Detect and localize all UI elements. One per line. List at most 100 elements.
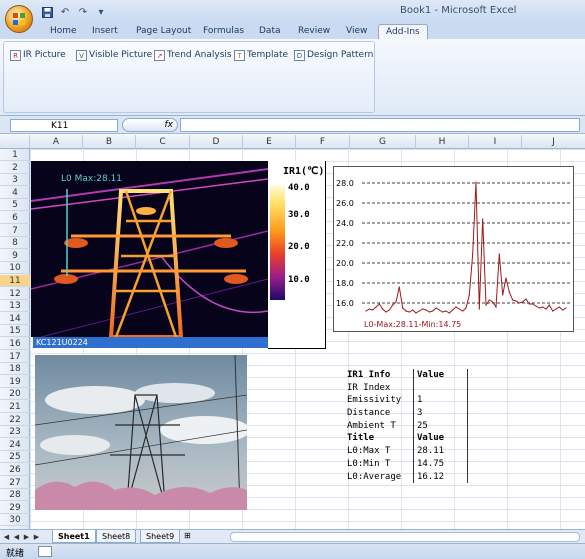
row-header[interactable]: 25 [0,451,30,464]
data-point [482,218,484,220]
row-header[interactable]: 12 [0,288,30,300]
colorbar-tick: 10.0 [288,275,310,285]
data-point [478,308,480,310]
info-value: 25 [414,419,468,433]
tab-add-ins[interactable]: Add-Ins [378,24,428,39]
row-header[interactable]: 2 [0,162,30,174]
row-header[interactable]: 11 [0,275,30,287]
tab-page-layout[interactable]: Page Layout [136,26,192,36]
row-header[interactable]: 21 [0,401,30,413]
info-key: Distance [347,407,414,420]
horizontal-scrollbar[interactable] [230,532,580,542]
sheet-tab[interactable]: Sheet8 [96,530,137,543]
row-header[interactable]: 20 [0,388,30,401]
row-header[interactable]: 4 [0,187,30,199]
row-header[interactable]: 18 [0,363,30,376]
column-header[interactable]: G [350,135,416,149]
data-point [502,294,504,296]
data-point [452,309,454,311]
data-point [475,181,477,183]
row-header[interactable]: 7 [0,225,30,237]
design-pattern-label: Design Pattern [307,50,374,60]
row-header[interactable]: 28 [0,489,30,502]
row-header[interactable]: 14 [0,313,30,325]
insert-function-button[interactable]: fx [122,118,178,132]
data-point [498,253,500,255]
tab-home[interactable]: Home [50,26,77,36]
redo-icon[interactable]: ↷ [78,6,88,18]
data-point [368,308,370,310]
tab-review[interactable]: Review [298,26,331,36]
macro-record-icon[interactable] [38,546,52,557]
undo-icon[interactable]: ↶ [60,6,70,18]
save-icon[interactable] [40,6,54,18]
next-sheet-icon[interactable]: ▶ [23,533,30,541]
row-header[interactable]: 13 [0,300,30,313]
first-sheet-icon[interactable]: ◀ [3,533,10,541]
row-header[interactable]: 24 [0,439,30,451]
column-header[interactable]: A [30,135,83,149]
row-header[interactable]: 19 [0,376,30,388]
column-header[interactable]: B [83,135,136,149]
row-header[interactable]: 30 [0,514,30,527]
design-pattern-button[interactable]: D Design Pattern [294,48,373,62]
visible-picture-button[interactable]: V Visible Picture [76,48,152,62]
trend-analysis-button[interactable]: ↗ Trend Analysis [154,48,232,62]
row-header[interactable]: 10 [0,262,30,275]
last-sheet-icon[interactable]: ▶ [33,533,40,541]
row-header[interactable]: 16 [0,338,30,350]
row-header[interactable]: 8 [0,237,30,250]
row-header[interactable]: 29 [0,502,30,514]
row-header[interactable]: 6 [0,212,30,224]
column-header[interactable]: J [552,137,555,147]
row-header[interactable]: 5 [0,199,30,212]
column-header[interactable]: H [416,135,469,149]
sheet-tab[interactable]: Sheet9 [140,530,181,543]
data-point [375,306,377,308]
data-point [558,306,560,308]
name-box[interactable]: K11 [10,119,118,132]
template-button[interactable]: T Template [234,48,288,62]
info-value: 16.12 [414,470,468,484]
trend-chart[interactable]: 28.0 26.0 24.0 22.0 20.0 18.0 16.0 L0-Max:28.11… [333,166,574,332]
office-button[interactable] [5,5,33,33]
row-header[interactable]: 15 [0,325,30,338]
data-point [435,307,437,309]
column-header[interactable]: F [296,135,350,149]
data-point [562,309,564,311]
visible-picture-icon: V [76,49,87,61]
tab-insert[interactable]: Insert [92,26,118,36]
ir-picture-button[interactable]: R IR Picture [10,48,66,62]
column-header[interactable]: E [243,135,296,149]
data-point [438,309,440,311]
y-tick-label: 28.0 [336,179,354,188]
row-header[interactable]: 23 [0,426,30,439]
insert-sheet-icon[interactable]: ⊞ [184,531,191,540]
column-header[interactable]: D [190,135,243,149]
row-header[interactable]: 27 [0,477,30,489]
column-header[interactable]: C [136,135,190,149]
ir-picture[interactable]: L0 Max:28.11 [31,161,268,337]
row-header[interactable]: 26 [0,464,30,476]
visible-picture[interactable] [35,355,247,510]
prev-sheet-icon[interactable]: ◀ [13,533,20,541]
column-header[interactable]: I [469,135,522,149]
tab-formulas[interactable]: Formulas [203,26,245,36]
info-key: L0:Max T [347,445,414,458]
tab-view[interactable]: View [346,26,368,36]
data-point [538,307,540,309]
row-header[interactable]: 22 [0,414,30,426]
sheet-tab[interactable]: Sheet1 [52,530,96,543]
row-header[interactable]: 1 [0,149,30,161]
data-point [445,310,447,312]
row-header[interactable]: 17 [0,351,30,363]
select-all-corner[interactable] [0,135,30,149]
row-header[interactable]: 3 [0,174,30,187]
data-point [468,294,470,296]
template-icon: T [234,49,245,61]
row-header[interactable]: 9 [0,250,30,262]
tab-data[interactable]: Data [259,26,281,36]
customize-icon[interactable]: ▾ [98,6,104,18]
data-point [542,306,544,308]
formula-input[interactable] [180,118,580,132]
